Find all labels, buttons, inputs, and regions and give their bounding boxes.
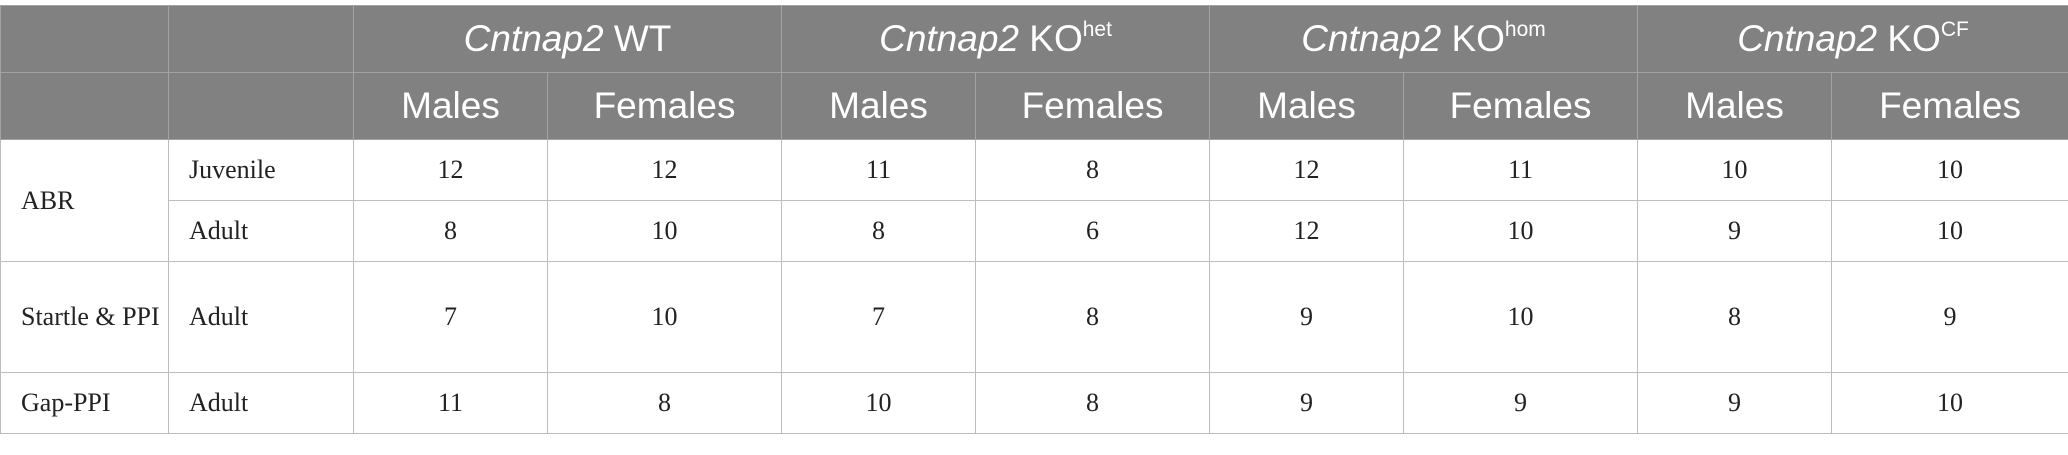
header-blank	[0, 5, 169, 73]
header-genotype-ko-het: Cntnap2 KOhet	[781, 5, 1211, 73]
cell-value: 10	[546, 200, 783, 262]
sample-size-table: Cntnap2 WT Cntnap2 KOhet Cntnap2 KOhom C…	[0, 5, 2068, 434]
header-blank	[168, 5, 354, 73]
cell-value: 7	[353, 261, 548, 373]
cell-value: 11	[1403, 139, 1639, 201]
cell-value: 12	[546, 139, 783, 201]
cell-value: 8	[975, 261, 1211, 373]
header-sex: Males	[353, 72, 548, 140]
cell-value: 10	[546, 261, 783, 373]
cell-value: 10	[1831, 139, 2068, 201]
cell-value: 12	[353, 139, 548, 201]
cell-value: 11	[353, 372, 548, 434]
cell-value: 8	[546, 372, 783, 434]
header-blank	[168, 72, 354, 140]
cell-value: 8	[353, 200, 548, 262]
table-row: ABR Juvenile 12 12 11 8 12 11 10 10	[0, 139, 2068, 262]
age-label: Juvenile	[168, 139, 354, 201]
cell-value: 8	[1637, 261, 1833, 373]
cell-value: 12	[1209, 139, 1405, 201]
header-sex: Females	[975, 72, 1211, 140]
cell-value: 10	[1403, 200, 1639, 262]
age-label: Adult	[168, 372, 354, 434]
header-genotype-ko-hom: Cntnap2 KOhom	[1209, 5, 1639, 73]
header-row-genotype: Cntnap2 WT Cntnap2 KOhet Cntnap2 KOhom C…	[0, 5, 2068, 73]
header-blank	[0, 72, 169, 140]
cell-value: 10	[1403, 261, 1639, 373]
header-sex: Females	[546, 72, 783, 140]
cell-value: 9	[1831, 261, 2068, 373]
cell-value: 8	[975, 372, 1211, 434]
age-label: Adult	[168, 200, 354, 262]
cell-value: 6	[975, 200, 1211, 262]
cell-value: 9	[1403, 372, 1639, 434]
cell-value: 7	[781, 261, 977, 373]
cell-value: 9	[1637, 372, 1833, 434]
header-sex: Males	[781, 72, 977, 140]
header-genotype-wt: Cntnap2 WT	[352, 5, 783, 73]
cell-value: 11	[781, 139, 977, 201]
header-row-sex: Males Females Males Females Males Female…	[0, 72, 2068, 140]
header-sex: Males	[1637, 72, 1833, 140]
cell-value: 8	[781, 200, 977, 262]
test-label: Gap-PPI	[0, 372, 169, 434]
cell-value: 10	[781, 372, 977, 434]
cell-value: 9	[1209, 261, 1405, 373]
test-label: Startle & PPI	[0, 261, 169, 373]
cell-value: 10	[1637, 139, 1833, 201]
cell-value: 10	[1831, 200, 2068, 262]
header-sex: Females	[1403, 72, 1639, 140]
cell-value: 8	[975, 139, 1211, 201]
table-row: Adult 8 10 8 6 12 10 9 10	[1, 200, 2068, 262]
header-sex: Males	[1209, 72, 1405, 140]
cell-value: 12	[1209, 200, 1405, 262]
cell-value: 9	[1209, 372, 1405, 434]
cell-value: 10	[1831, 372, 2068, 434]
table-row: Startle & PPI Adult 7 10 7 8 9 10 8 9	[0, 261, 2068, 373]
table-row: Gap-PPI Adult 11 8 10 8 9 9 9 10	[0, 372, 2068, 434]
age-label: Adult	[168, 261, 354, 373]
cell-value: 9	[1637, 200, 1833, 262]
test-label: ABR	[0, 139, 169, 262]
header-sex: Females	[1831, 72, 2068, 140]
header-genotype-ko-cf: Cntnap2 KOCF	[1637, 5, 2068, 73]
